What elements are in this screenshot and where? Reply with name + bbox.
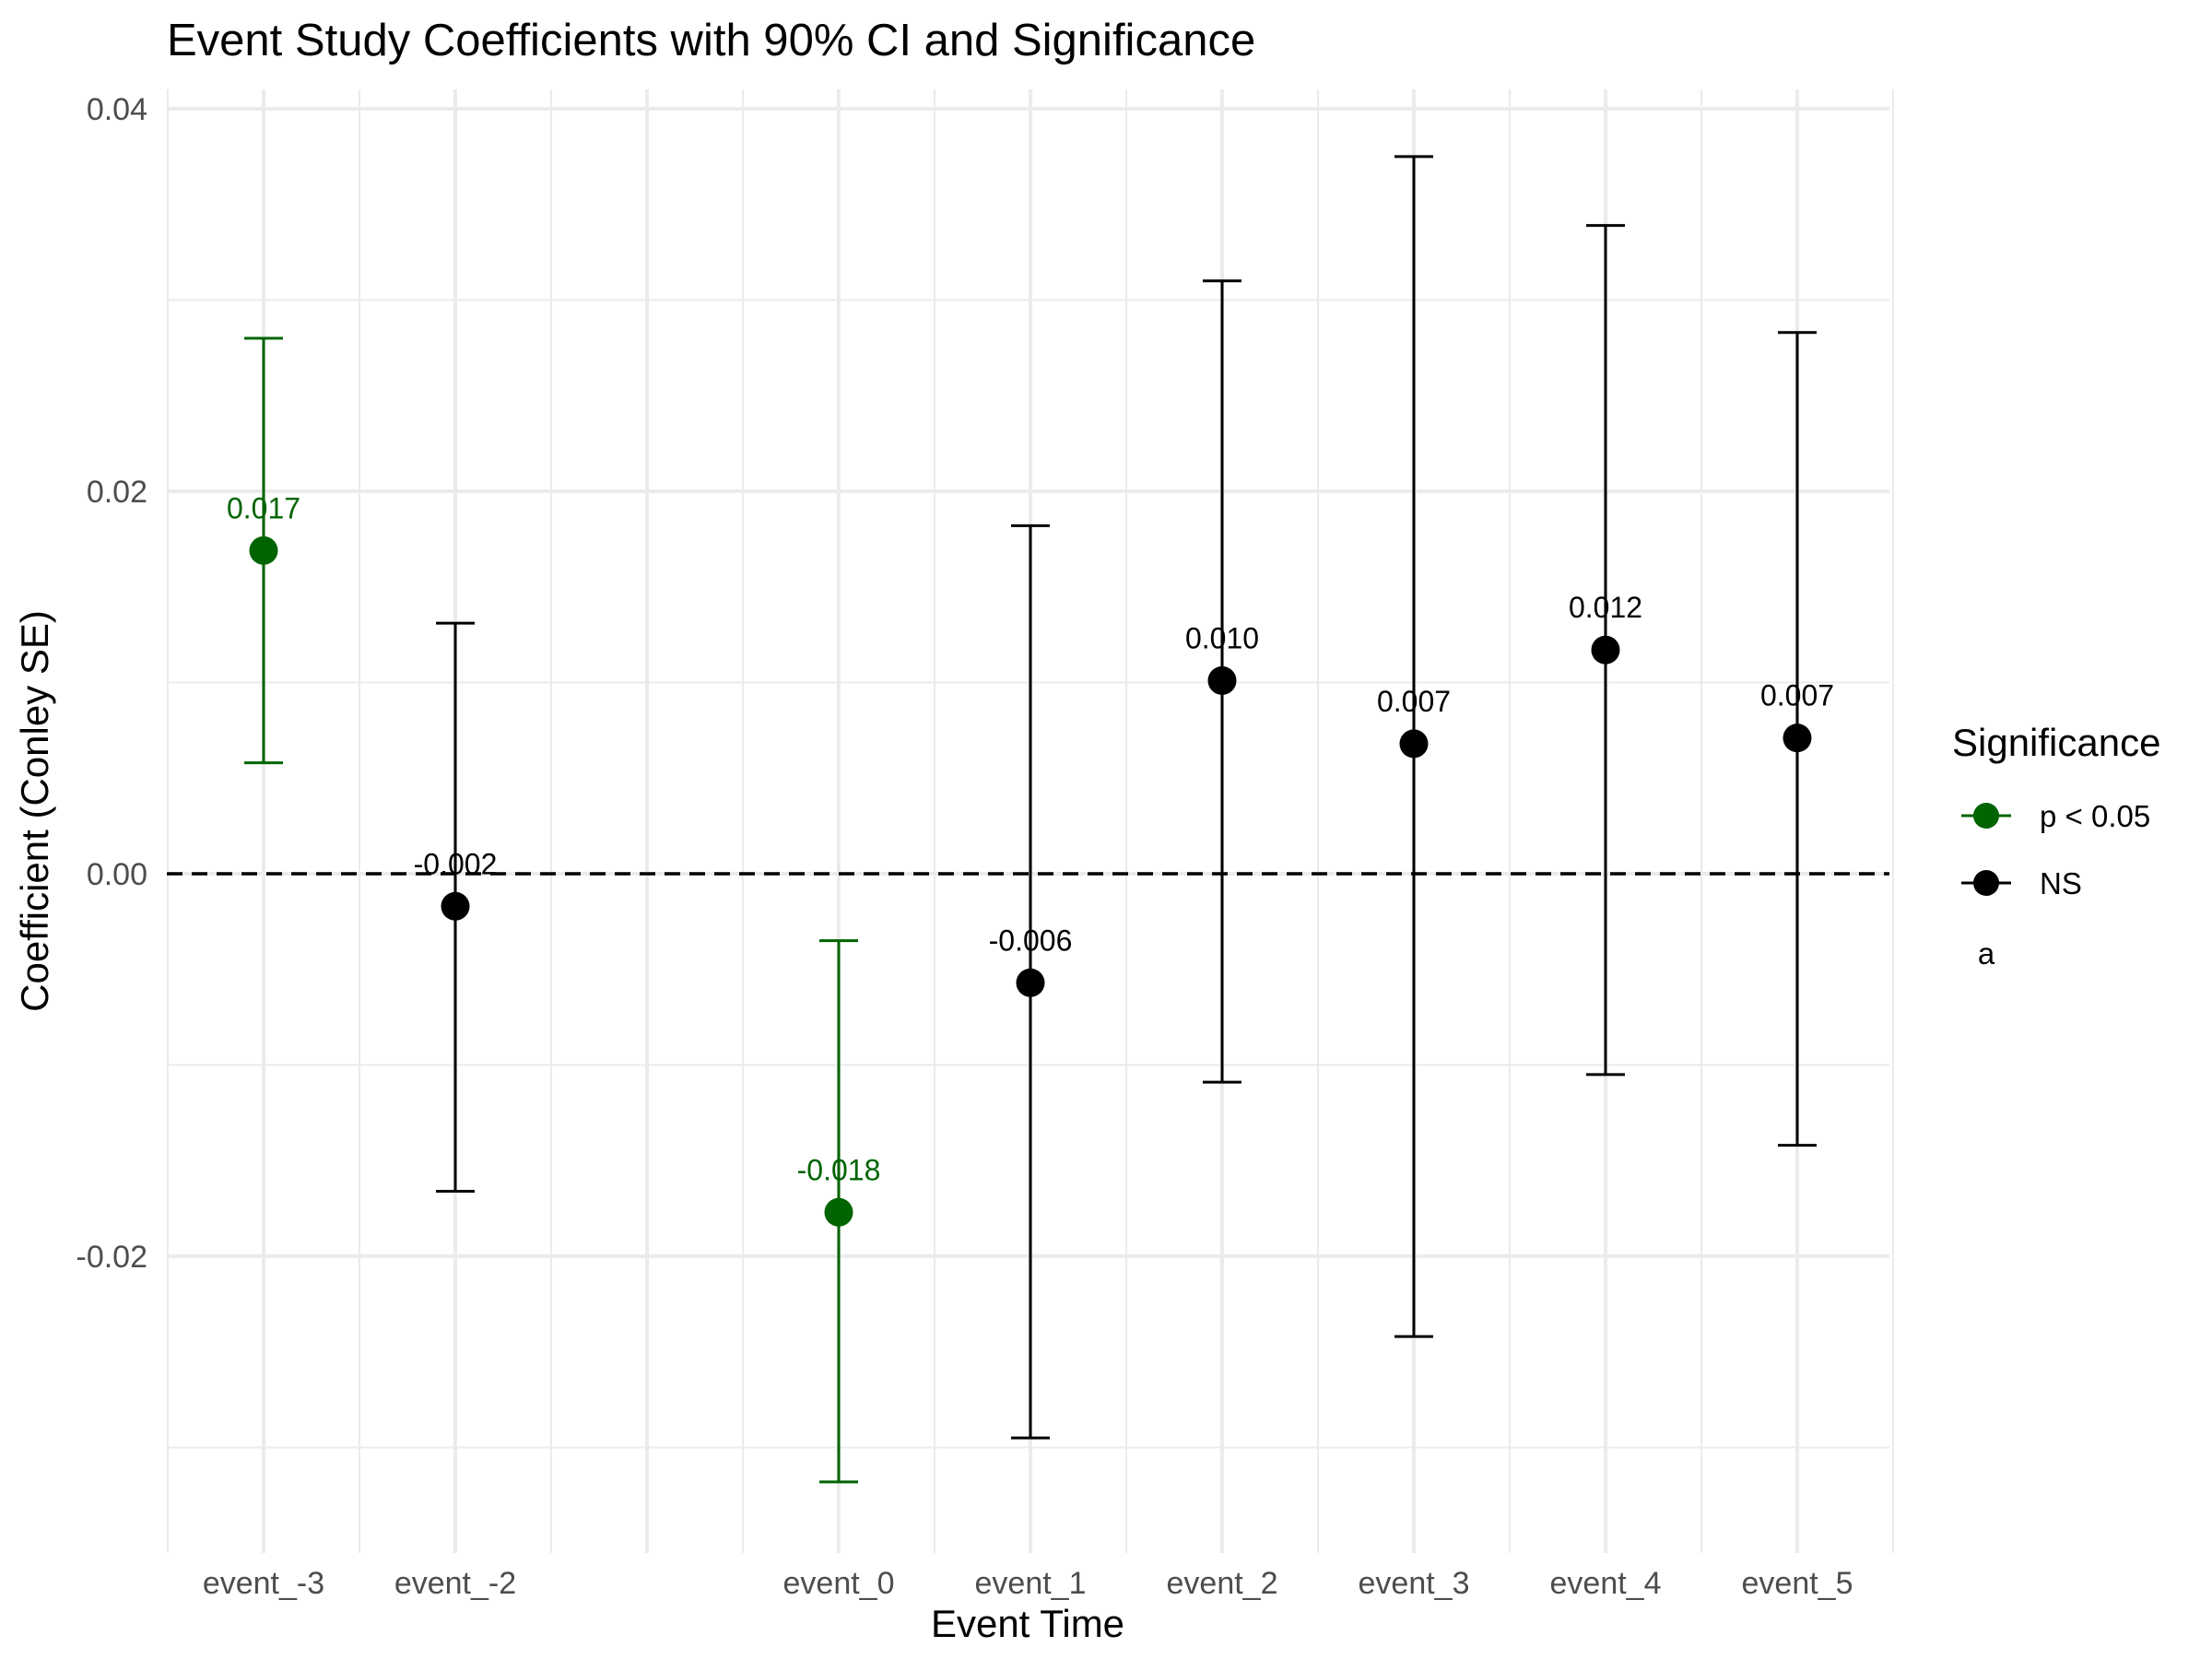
coefficient-point xyxy=(1591,635,1620,665)
legend-entry-ns: NS xyxy=(1961,866,2082,900)
coefficient-point xyxy=(1016,968,1045,997)
y-tick-label: -0.02 xyxy=(76,1240,148,1275)
coefficient-label: -0.018 xyxy=(797,1153,881,1186)
y-tick-label: 0.00 xyxy=(87,857,147,892)
x-tick-label: event_0 xyxy=(783,1566,895,1601)
x-tick-label: event_5 xyxy=(1742,1566,1853,1601)
coefficient-points xyxy=(249,535,1812,1227)
legend-label-significant: p < 0.05 xyxy=(2040,799,2150,833)
legend-key-point-ns xyxy=(1973,870,1999,896)
y-tick-label: 0.02 xyxy=(87,475,147,510)
legend-entry-significant: p < 0.05 xyxy=(1961,799,2150,833)
coefficient-label: -0.006 xyxy=(989,924,1073,957)
x-tick-label: event_1 xyxy=(975,1566,1087,1601)
coefficient-point xyxy=(1207,665,1237,695)
legend-extra-text: a xyxy=(1978,936,1995,971)
x-tick-label: event_2 xyxy=(1167,1566,1278,1601)
coefficient-label: 0.007 xyxy=(1377,685,1451,718)
x-axis-ticks: event_-3 event_-2 event_0 event_1 event_2 eve… xyxy=(203,1566,1853,1601)
y-tick-label: 0.04 xyxy=(87,92,147,127)
coefficient-point xyxy=(441,891,470,921)
y-axis-ticks: -0.02 0.00 0.02 0.04 xyxy=(76,92,148,1275)
chart-title: Event Study Coefficients with 90% CI and… xyxy=(167,16,1255,65)
coefficient-label: -0.002 xyxy=(414,847,498,880)
coefficient-point xyxy=(249,535,278,565)
x-tick-label: event_-3 xyxy=(203,1566,324,1601)
x-tick-label: event_4 xyxy=(1550,1566,1662,1601)
x-axis-title: Event Time xyxy=(931,1602,1124,1645)
x-tick-label: event_-2 xyxy=(394,1566,516,1601)
legend-title: Significance xyxy=(1952,721,2160,764)
legend-key-point-significant xyxy=(1973,803,1999,829)
coefficient-label: 0.007 xyxy=(1760,679,1834,712)
coefficient-label: 0.017 xyxy=(227,491,300,524)
legend-label-ns: NS xyxy=(2040,866,2082,900)
data-labels: 0.017 -0.002 -0.018 -0.006 0.010 0.007 0.012 0.… xyxy=(227,491,1834,1186)
coefficient-point xyxy=(1399,729,1429,759)
coefficient-point xyxy=(1783,724,1812,753)
coefficient-label: 0.012 xyxy=(1569,591,1642,624)
coefficient-label: 0.010 xyxy=(1185,621,1259,654)
coefficient-point xyxy=(824,1197,853,1227)
x-tick-label: event_3 xyxy=(1359,1566,1470,1601)
y-axis-title: Coefficient (Conley SE) xyxy=(13,610,56,1012)
legend: Significance p < 0.05 NS a xyxy=(1952,721,2160,971)
